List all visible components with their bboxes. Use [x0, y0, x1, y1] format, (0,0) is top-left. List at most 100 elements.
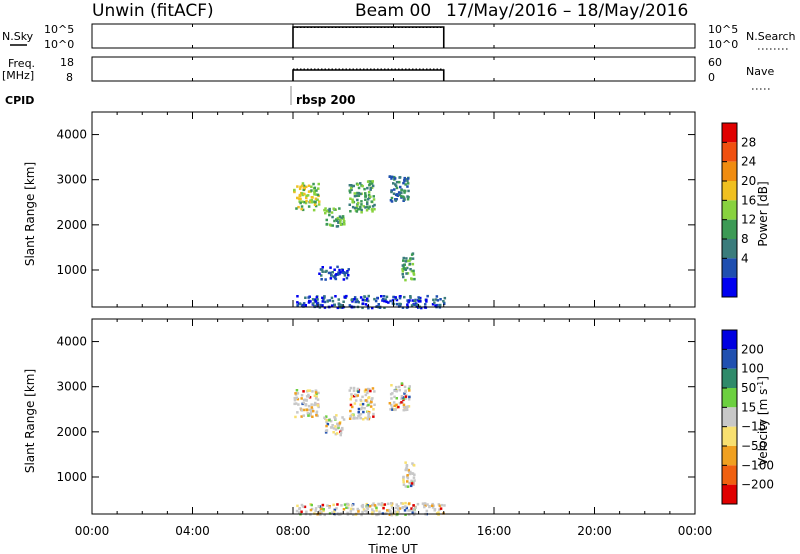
data-cell — [302, 390, 305, 393]
data-cell — [370, 182, 374, 185]
data-cell — [343, 271, 347, 275]
data-cell — [414, 506, 417, 509]
data-cell — [346, 270, 349, 273]
data-cell — [328, 506, 331, 509]
data-cell — [407, 513, 411, 516]
data-cell — [357, 191, 361, 195]
data-cell — [298, 511, 301, 514]
data-cell — [337, 423, 341, 426]
data-cell — [419, 300, 422, 303]
data-cell — [359, 182, 362, 185]
data-cell — [356, 203, 359, 206]
data-cell — [346, 506, 350, 510]
data-cell — [387, 301, 390, 304]
data-cell — [338, 215, 342, 218]
data-cell — [356, 183, 359, 186]
data-cell — [395, 298, 399, 302]
data-cell — [316, 193, 320, 197]
data-cell — [398, 507, 402, 510]
data-cell — [313, 186, 317, 190]
data-cell — [342, 278, 346, 281]
data-cell — [325, 424, 328, 428]
data-cell — [310, 198, 313, 202]
nsky-tick-top: 10^5 — [44, 23, 74, 36]
data-cell — [432, 504, 435, 507]
data-cell — [386, 509, 389, 512]
data-cell — [390, 177, 393, 180]
data-cell — [303, 200, 306, 204]
data-cell — [436, 299, 440, 302]
data-cell — [370, 200, 373, 203]
data-cell — [403, 191, 406, 194]
data-cell — [395, 198, 398, 201]
data-cell — [316, 301, 320, 305]
data-cell — [398, 176, 402, 179]
data-cell — [310, 185, 313, 188]
colorbar-segment — [722, 407, 737, 427]
data-cell — [415, 303, 419, 306]
data-cell — [393, 188, 396, 191]
data-cell — [363, 295, 367, 299]
data-cell — [383, 503, 387, 506]
data-cell — [361, 395, 364, 399]
data-cell — [366, 186, 369, 190]
velocity-axes: 1000 2000 3000 4000 — [56, 319, 696, 514]
data-cell — [368, 205, 371, 208]
data-cell — [309, 300, 312, 303]
data-cell — [392, 401, 396, 404]
data-cell — [336, 422, 339, 426]
data-cell — [416, 502, 420, 506]
power-scatter-cells — [293, 175, 447, 310]
data-cell — [305, 395, 309, 398]
data-cell — [411, 472, 415, 475]
data-cell — [371, 180, 374, 183]
data-cell — [359, 296, 363, 299]
colorbar-tick-label: 8 — [741, 232, 749, 246]
data-cell — [388, 175, 391, 178]
data-cell — [297, 403, 300, 406]
colorbar-tick-label: 100 — [741, 362, 764, 376]
data-cell — [385, 295, 389, 299]
y-tick-label: 4000 — [56, 128, 87, 142]
data-cell — [300, 510, 303, 513]
data-cell — [352, 394, 356, 398]
data-cell — [298, 187, 302, 191]
data-cell — [361, 302, 365, 305]
data-cell — [378, 510, 381, 514]
data-cell — [310, 406, 314, 409]
y-tick-label: 3000 — [56, 380, 87, 394]
data-cell — [406, 485, 410, 488]
data-cell — [299, 197, 302, 201]
data-cell — [323, 416, 326, 419]
data-cell — [360, 208, 363, 212]
date-range: 17/May/2016 – 18/May/2016 — [446, 1, 688, 21]
data-cell — [316, 305, 319, 308]
data-cell — [293, 190, 296, 194]
nave-tick-top: 60 — [708, 56, 722, 69]
data-cell — [353, 194, 357, 198]
data-cell — [334, 425, 337, 428]
data-cell — [341, 269, 344, 272]
data-cell — [297, 205, 300, 209]
power-frame — [91, 111, 696, 308]
data-cell — [306, 412, 310, 415]
data-cell — [425, 298, 428, 302]
data-cell — [372, 415, 375, 418]
data-cell — [314, 197, 318, 200]
data-cell — [434, 304, 437, 307]
nsky-x-ticks — [91, 24, 696, 48]
colorbar-segment — [722, 349, 737, 369]
data-cell — [405, 464, 409, 467]
data-cell — [402, 398, 405, 402]
data-cell — [314, 509, 317, 512]
data-cell — [341, 306, 344, 309]
data-cell — [409, 484, 413, 488]
data-cell — [393, 404, 396, 407]
data-cell — [356, 204, 359, 208]
data-cell — [317, 391, 320, 395]
data-cell — [309, 414, 312, 417]
data-cell — [339, 433, 342, 437]
data-cell — [363, 390, 367, 393]
data-cell — [302, 184, 306, 188]
data-cell — [302, 186, 305, 190]
